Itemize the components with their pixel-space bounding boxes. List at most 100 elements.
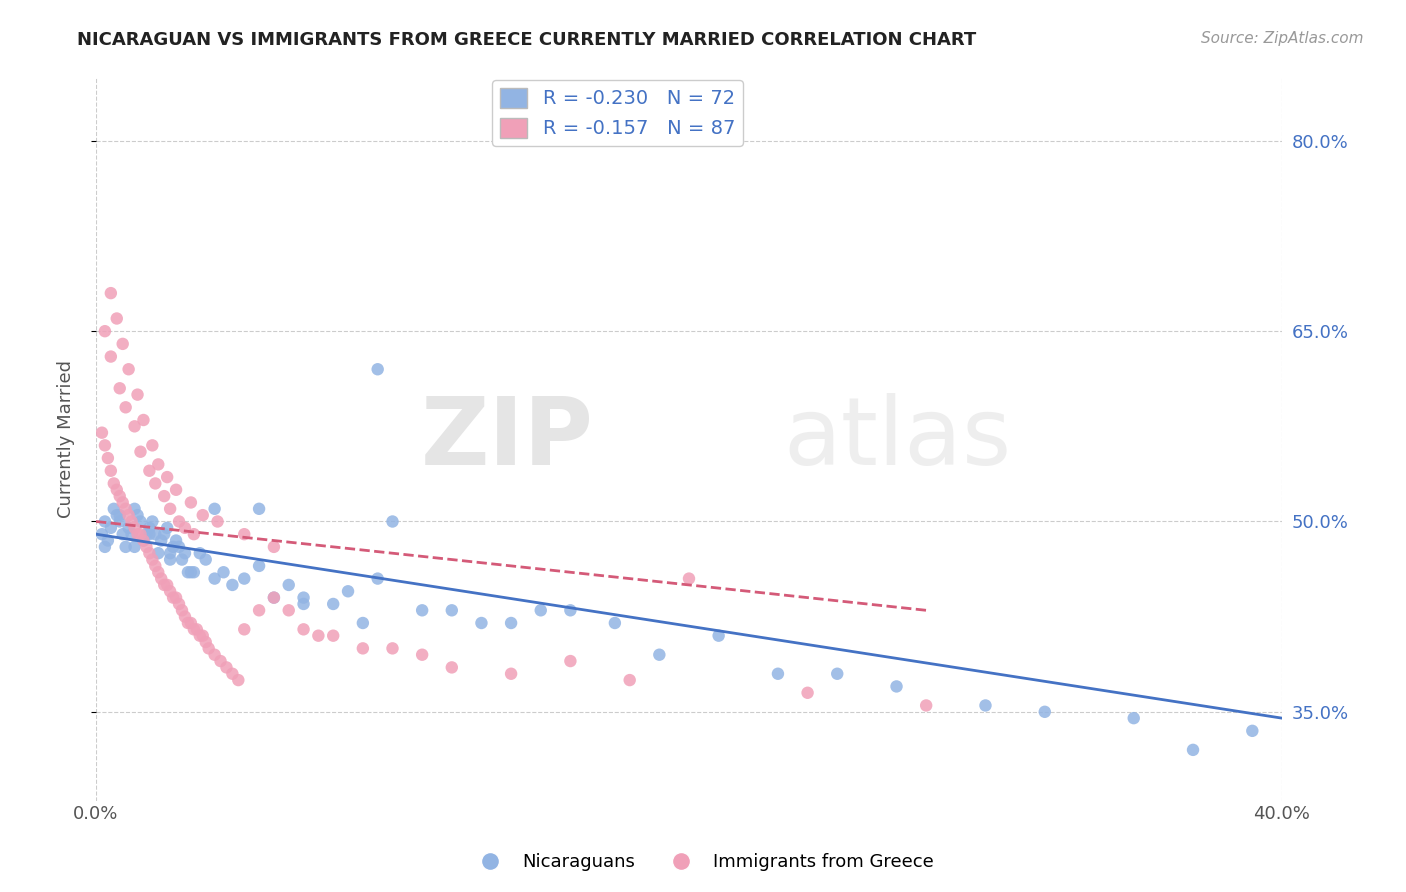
- Point: [183, 623, 205, 637]
- Point: [124, 521, 146, 535]
- Point: [440, 603, 463, 617]
- Point: [129, 444, 152, 458]
- Point: [108, 489, 131, 503]
- Point: [322, 597, 344, 611]
- Point: [100, 350, 122, 364]
- Point: [603, 615, 626, 630]
- Point: [141, 438, 163, 452]
- Point: [197, 641, 219, 656]
- Point: [138, 527, 160, 541]
- Point: [886, 680, 908, 694]
- Point: [141, 552, 163, 566]
- Point: [207, 515, 229, 529]
- Point: [159, 546, 181, 560]
- Point: [124, 419, 146, 434]
- Point: [167, 597, 190, 611]
- Point: [381, 641, 404, 656]
- Point: [560, 603, 582, 617]
- Point: [129, 527, 152, 541]
- Point: [191, 629, 214, 643]
- Legend: Nicaraguans, Immigrants from Greece: Nicaraguans, Immigrants from Greece: [465, 847, 941, 879]
- Point: [277, 578, 299, 592]
- Point: [111, 495, 134, 509]
- Point: [352, 615, 374, 630]
- Point: [191, 508, 214, 523]
- Point: [97, 451, 120, 466]
- Point: [100, 464, 122, 478]
- Point: [159, 501, 181, 516]
- Point: [117, 521, 139, 535]
- Point: [132, 533, 155, 548]
- Point: [100, 286, 122, 301]
- Point: [204, 501, 226, 516]
- Point: [974, 698, 997, 713]
- Point: [127, 527, 149, 541]
- Point: [148, 546, 170, 560]
- Point: [411, 648, 433, 662]
- Point: [292, 597, 315, 611]
- Point: [678, 572, 700, 586]
- Point: [91, 527, 114, 541]
- Point: [124, 540, 146, 554]
- Point: [94, 324, 117, 338]
- Point: [159, 584, 181, 599]
- Point: [162, 540, 184, 554]
- Point: [707, 629, 730, 643]
- Point: [150, 533, 173, 548]
- Point: [915, 698, 938, 713]
- Point: [501, 666, 523, 681]
- Point: [117, 508, 139, 523]
- Point: [100, 521, 122, 535]
- Point: [114, 540, 136, 554]
- Point: [143, 476, 166, 491]
- Point: [186, 623, 208, 637]
- Point: [221, 666, 243, 681]
- Point: [1241, 723, 1264, 738]
- Point: [180, 495, 202, 509]
- Point: [174, 521, 197, 535]
- Point: [153, 578, 176, 592]
- Point: [108, 381, 131, 395]
- Point: [117, 362, 139, 376]
- Point: [165, 591, 187, 605]
- Point: [263, 540, 285, 554]
- Point: [411, 603, 433, 617]
- Point: [322, 629, 344, 643]
- Point: [501, 615, 523, 630]
- Point: [94, 515, 117, 529]
- Point: [138, 546, 160, 560]
- Point: [825, 666, 848, 681]
- Point: [167, 515, 190, 529]
- Point: [174, 546, 197, 560]
- Point: [156, 470, 179, 484]
- Point: [470, 615, 492, 630]
- Point: [111, 527, 134, 541]
- Point: [1182, 743, 1205, 757]
- Point: [148, 458, 170, 472]
- Point: [170, 552, 193, 566]
- Point: [292, 591, 315, 605]
- Point: [105, 483, 128, 497]
- Point: [194, 552, 217, 566]
- Point: [530, 603, 553, 617]
- Text: Source: ZipAtlas.com: Source: ZipAtlas.com: [1201, 31, 1364, 46]
- Point: [105, 508, 128, 523]
- Point: [135, 540, 157, 554]
- Point: [174, 609, 197, 624]
- Point: [619, 673, 641, 687]
- Point: [114, 501, 136, 516]
- Point: [233, 572, 256, 586]
- Point: [367, 572, 389, 586]
- Point: [177, 615, 200, 630]
- Point: [91, 425, 114, 440]
- Point: [114, 401, 136, 415]
- Point: [94, 540, 117, 554]
- Point: [170, 603, 193, 617]
- Point: [103, 501, 125, 516]
- Point: [209, 654, 232, 668]
- Point: [143, 558, 166, 573]
- Point: [138, 464, 160, 478]
- Point: [121, 515, 143, 529]
- Point: [263, 591, 285, 605]
- Point: [132, 533, 155, 548]
